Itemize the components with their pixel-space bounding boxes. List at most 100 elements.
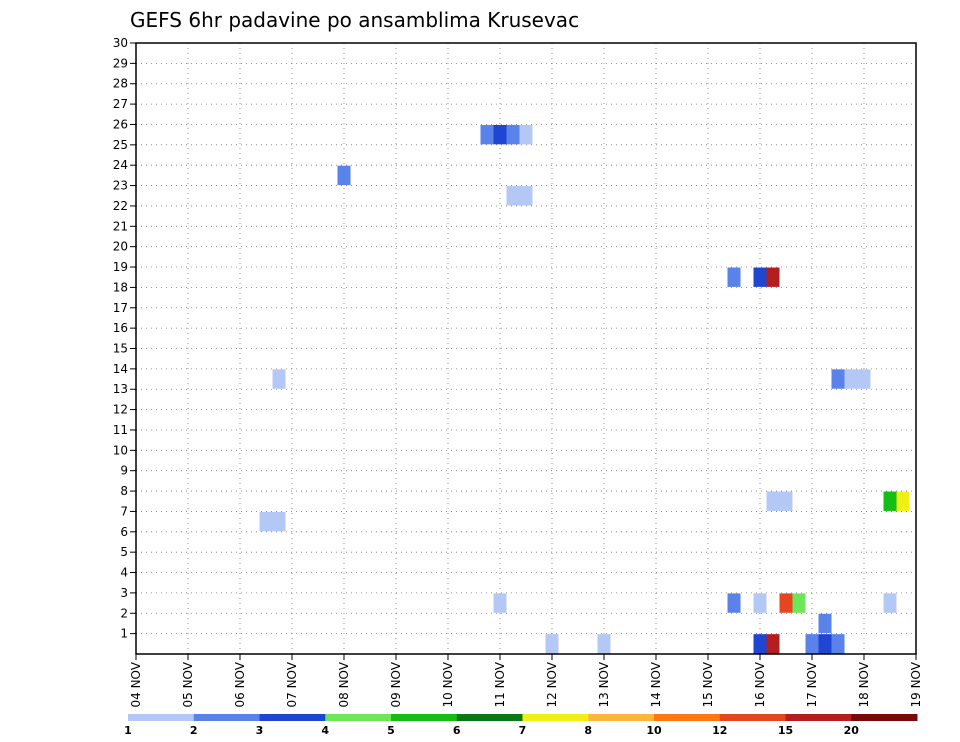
y-tick-label: 1 [120,627,128,641]
colorbar-swatch [654,714,721,721]
data-cell [753,634,767,654]
y-tick-label: 22 [113,199,128,213]
x-tick-label: 12 NOV [545,661,559,707]
data-cell [493,124,507,145]
data-cells [259,124,910,654]
y-tick-label: 24 [113,158,128,172]
data-cell [766,491,780,511]
data-cell [272,369,286,389]
colorbar-swatch [785,714,852,721]
y-tick-label: 4 [120,566,128,580]
y-tick-label: 14 [113,362,128,376]
x-tick-label: 07 NOV [285,661,299,707]
colorbar-swatch [325,714,392,721]
x-tick-label: 08 NOV [337,661,351,707]
data-cell [753,267,767,287]
x-tick-label: 16 NOV [753,661,767,707]
x-tick-label: 10 NOV [441,661,455,707]
data-cell [272,511,286,532]
colorbar-swatch [259,714,326,721]
data-cell [506,124,520,145]
y-tick-label: 11 [113,423,128,437]
data-cell [779,593,793,613]
data-cell [753,593,767,613]
x-tick-label: 18 NOV [857,661,871,707]
y-tick-label: 10 [113,443,128,457]
colorbar-label: 10 [646,724,662,737]
grid [136,43,916,654]
y-tick-label: 15 [113,342,128,356]
data-cell [883,593,897,613]
y-tick-label: 3 [120,586,128,600]
data-cell [506,186,520,206]
y-tick-label: 17 [113,301,128,315]
colorbar-label: 2 [190,724,198,737]
x-tick-label: 05 NOV [181,661,195,707]
y-tick-label: 30 [113,36,128,50]
y-axis: 1234567891011121314151617181920212223242… [113,36,136,641]
colorbar-label: 8 [584,724,592,737]
colorbar-swatch [391,714,458,721]
x-tick-label: 13 NOV [597,661,611,707]
data-cell [519,186,533,206]
data-cell [727,593,741,613]
colorbar-swatch [522,714,589,721]
data-cell [831,369,845,389]
data-cell [792,593,806,613]
y-tick-label: 19 [113,260,128,274]
colorbar-label: 7 [519,724,527,737]
colorbar-swatch [128,714,195,721]
data-cell [597,634,611,654]
data-cell [259,511,273,532]
y-tick-label: 20 [113,240,128,254]
y-tick-label: 26 [113,117,128,131]
y-tick-label: 16 [113,321,128,335]
data-cell [766,267,780,287]
x-tick-label: 19 NOV [909,661,923,707]
data-cell [493,593,507,613]
colorbar-label: 6 [453,724,461,737]
x-axis: 04 NOV 05 NOV 06 NOV 07 NOV 08 NOV 09 NOV 10 N… [129,654,923,708]
data-cell [779,491,793,511]
y-tick-label: 21 [113,219,128,233]
y-tick-label: 5 [120,545,128,559]
y-tick-label: 25 [113,138,128,152]
data-cell [831,634,845,654]
colorbar-label: 3 [256,724,264,737]
y-tick-label: 8 [120,484,128,498]
y-tick-label: 12 [113,403,128,417]
y-tick-label: 23 [113,179,128,193]
colorbar-swatch [851,714,918,721]
data-cell [805,634,819,654]
data-cell [727,267,741,287]
colorbar-swatch [719,714,786,721]
y-tick-label: 6 [120,525,128,539]
x-tick-label: 17 NOV [805,661,819,707]
data-cell [844,369,858,389]
colorbar-swatch [193,714,260,721]
data-cell [857,369,871,389]
chart-title: GEFS 6hr padavine po ansamblima Krusevac [130,8,579,32]
colorbar-swatch [588,714,655,721]
y-tick-label: 7 [120,504,128,518]
y-tick-label: 2 [120,606,128,620]
x-tick-label: 09 NOV [389,661,403,707]
data-cell [766,634,780,654]
x-tick-label: 04 NOV [129,661,143,707]
data-cell [337,165,351,186]
data-cell [519,124,533,145]
colorbar-swatch [456,714,523,721]
x-tick-label: 06 NOV [233,661,247,707]
y-tick-label: 28 [113,77,128,91]
colorbar-label: 12 [712,724,727,737]
y-tick-label: 29 [113,56,128,70]
y-tick-label: 27 [113,97,128,111]
colorbar-label: 20 [844,724,860,737]
y-tick-label: 18 [113,280,128,294]
x-tick-label: 15 NOV [701,661,715,707]
data-cell [818,634,832,654]
colorbar: 1 2 3 4 5 6 7 8 10 12 15 20 [124,714,918,737]
data-cell [545,634,559,654]
data-cell [818,613,832,634]
